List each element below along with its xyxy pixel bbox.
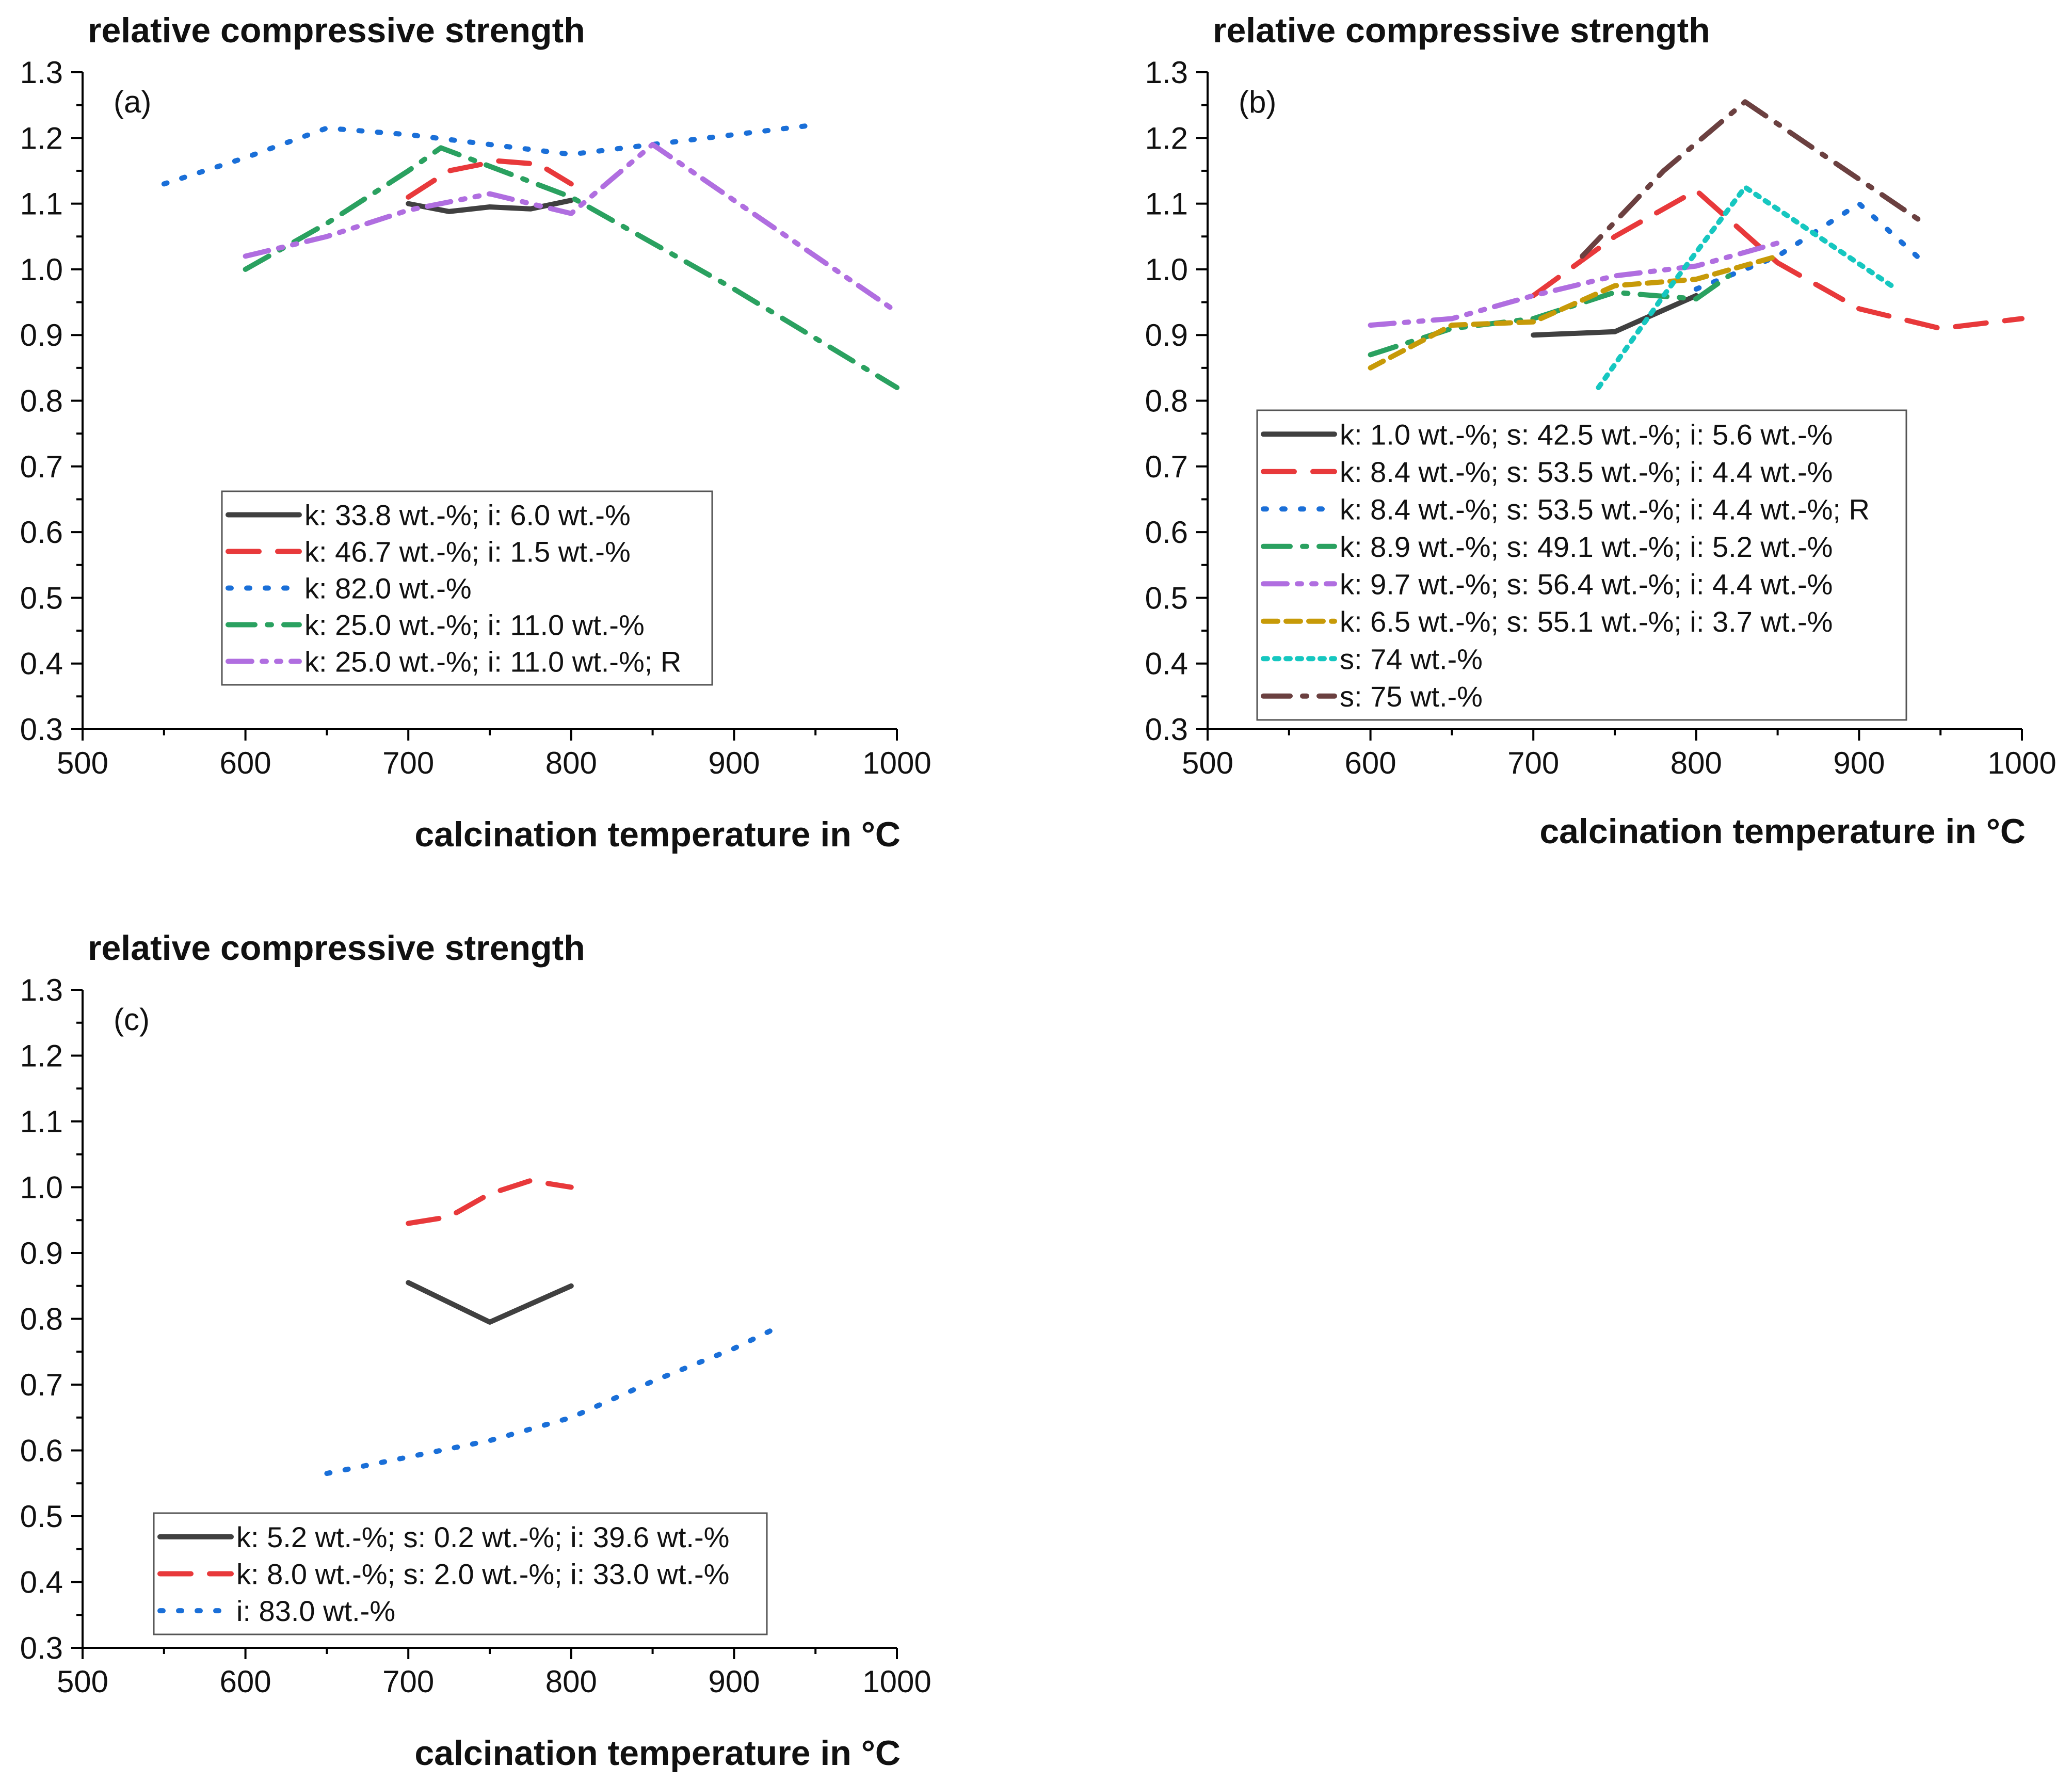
x-axis-label: calcination temperature in °C (1539, 812, 2026, 851)
series-line-1 (406, 198, 574, 214)
chart-panel-a: relative compressive strength 0.3 0.4 0.5 0.… (20, 11, 931, 854)
y-tick-label: 0.4 (20, 647, 63, 681)
x-tick-label: 500 (1182, 746, 1233, 780)
y-tick-label: 0.3 (20, 1631, 63, 1665)
legend-entry: k: 46.7 wt.-%; i: 1.5 wt.-% (304, 536, 631, 568)
y-tick-label: 0.5 (20, 1499, 63, 1534)
x-tick-label: 700 (1507, 746, 1559, 780)
series-line-6 (1368, 253, 1780, 371)
x-tick-label: 900 (1833, 746, 1885, 780)
y-tick-label: 1.1 (20, 1104, 63, 1139)
legend-box (153, 1512, 768, 1635)
legend-entry: k: 25.0 wt.-%; i: 11.0 wt.-%; R (304, 646, 681, 678)
y-tick-label: 0.8 (20, 384, 63, 419)
legend-entry: k: 8.4 wt.-%; s: 53.5 wt.-%; i: 4.4 wt.-… (1340, 493, 1870, 525)
y-tick-label: 0.9 (20, 318, 63, 352)
y-tick-label: 1.1 (1145, 187, 1188, 221)
y-tick-label: 0.4 (20, 1565, 63, 1600)
x-tick-label: 900 (708, 746, 760, 780)
legend-entry: k: 33.8 wt.-%; i: 6.0 wt.-% (304, 499, 631, 532)
x-tick-label: 1000 (862, 746, 931, 780)
legend-entry: k: 5.2 wt.-%; s: 0.2 wt.-%; i: 39.6 wt.-… (236, 1521, 729, 1553)
legend-entry: i: 83.0 wt.-% (236, 1595, 395, 1627)
y-tick-label: 0.8 (20, 1302, 63, 1337)
y-tick-label: 0.6 (20, 515, 63, 550)
y-tick-label: 1.0 (20, 1170, 63, 1205)
legend-entry: k: 9.7 wt.-%; s: 56.4 wt.-%; i: 4.4 wt.-… (1340, 568, 1833, 600)
y-tick-label: 0.7 (20, 1368, 63, 1402)
y-tick-label: 1.0 (20, 252, 63, 287)
legend-entry: k: 82.0 wt.-% (304, 572, 472, 605)
x-tick-label: 1000 (1987, 746, 2056, 780)
x-tick-label: 600 (1345, 746, 1396, 780)
legend-box (1256, 409, 1907, 721)
y-tick-label: 1.3 (20, 55, 63, 90)
x-tick-label: 800 (545, 746, 597, 780)
legend-entry: k: 1.0 wt.-%; s: 42.5 wt.-%; i: 5.6 wt.-… (1340, 418, 1833, 451)
y-tick-label: 1.2 (20, 121, 63, 155)
chart-title: relative compressive strength (1213, 11, 1710, 50)
y-tick-label: 0.9 (1145, 318, 1188, 352)
series-line-1 (406, 1280, 574, 1325)
y-tick-label: 1.3 (20, 973, 63, 1007)
chart-panel-c: relative compressive strength 0.3 0.4 0.5 0.… (20, 928, 931, 1773)
y-tick-label: 0.5 (20, 581, 63, 615)
x-tick-label: 800 (545, 1664, 597, 1699)
series-line-2 (406, 1178, 574, 1226)
x-tick-label: 500 (57, 1664, 108, 1699)
legend-entry: s: 74 wt.-% (1340, 643, 1483, 675)
x-tick-label: 700 (382, 746, 434, 780)
y-tick-label: 1.0 (1145, 252, 1188, 287)
chart-title: relative compressive strength (88, 928, 585, 968)
x-axis-label: calcination temperature in °C (414, 815, 901, 854)
panel-label: (b) (1239, 85, 1276, 119)
legend-entry: s: 75 wt.-% (1340, 680, 1483, 713)
series-line-3 (324, 1326, 778, 1476)
x-axis-label: calcination temperature in °C (414, 1733, 901, 1773)
y-tick-label: 0.3 (20, 712, 63, 747)
x-tick-label: 700 (382, 1664, 434, 1699)
y-tick-label: 1.2 (20, 1039, 63, 1073)
chart-title: relative compressive strength (88, 11, 585, 50)
x-tick-label: 600 (220, 746, 271, 780)
legend-entry: k: 8.0 wt.-%; s: 2.0 wt.-%; i: 33.0 wt.-… (236, 1558, 729, 1591)
legend-entry: k: 8.9 wt.-%; s: 49.1 wt.-%; i: 5.2 wt.-… (1340, 531, 1833, 563)
series-line-1 (1531, 293, 1699, 338)
y-tick-label: 0.9 (20, 1236, 63, 1271)
series-line-5 (243, 142, 900, 315)
y-tick-label: 0.5 (1145, 581, 1188, 615)
series-line-3 (161, 122, 818, 187)
x-tick-label: 1000 (862, 1664, 931, 1699)
y-tick-label: 0.4 (1145, 647, 1188, 681)
legend-entry: k: 6.5 wt.-%; s: 55.1 wt.-%; i: 3.7 wt.-… (1340, 605, 1833, 638)
series-line-2 (1531, 188, 2025, 331)
panel-label: (c) (114, 1002, 150, 1037)
legend-entry: k: 25.0 wt.-%; i: 11.0 wt.-% (304, 609, 645, 641)
series-line-8 (1579, 99, 1927, 259)
series-line-2 (406, 158, 574, 200)
y-tick-label: 1.1 (20, 187, 63, 221)
legend-box (221, 490, 713, 686)
series-line-7 (1596, 184, 1894, 390)
y-tick-label: 0.6 (1145, 515, 1188, 550)
legend-entry: k: 8.4 wt.-%; s: 53.5 wt.-%; i: 4.4 wt.-… (1340, 456, 1833, 488)
y-tick-label: 0.3 (1145, 712, 1188, 747)
x-tick-label: 500 (57, 746, 108, 780)
y-tick-label: 0.6 (20, 1434, 63, 1468)
y-tick-label: 1.3 (1145, 55, 1188, 90)
x-tick-label: 600 (220, 1664, 271, 1699)
chart-panel-b: relative compressive strength 0.3 0.4 0.5 0.… (1145, 11, 2057, 851)
y-tick-label: 0.7 (1145, 449, 1188, 484)
y-tick-label: 0.7 (20, 449, 63, 484)
series-line-5 (1368, 240, 1780, 328)
series-line-4 (243, 145, 900, 390)
y-tick-label: 1.2 (1145, 121, 1188, 155)
x-tick-label: 800 (1671, 746, 1722, 780)
x-tick-label: 900 (708, 1664, 760, 1699)
panel-label: (a) (114, 85, 151, 119)
y-tick-label: 0.8 (1145, 384, 1188, 419)
